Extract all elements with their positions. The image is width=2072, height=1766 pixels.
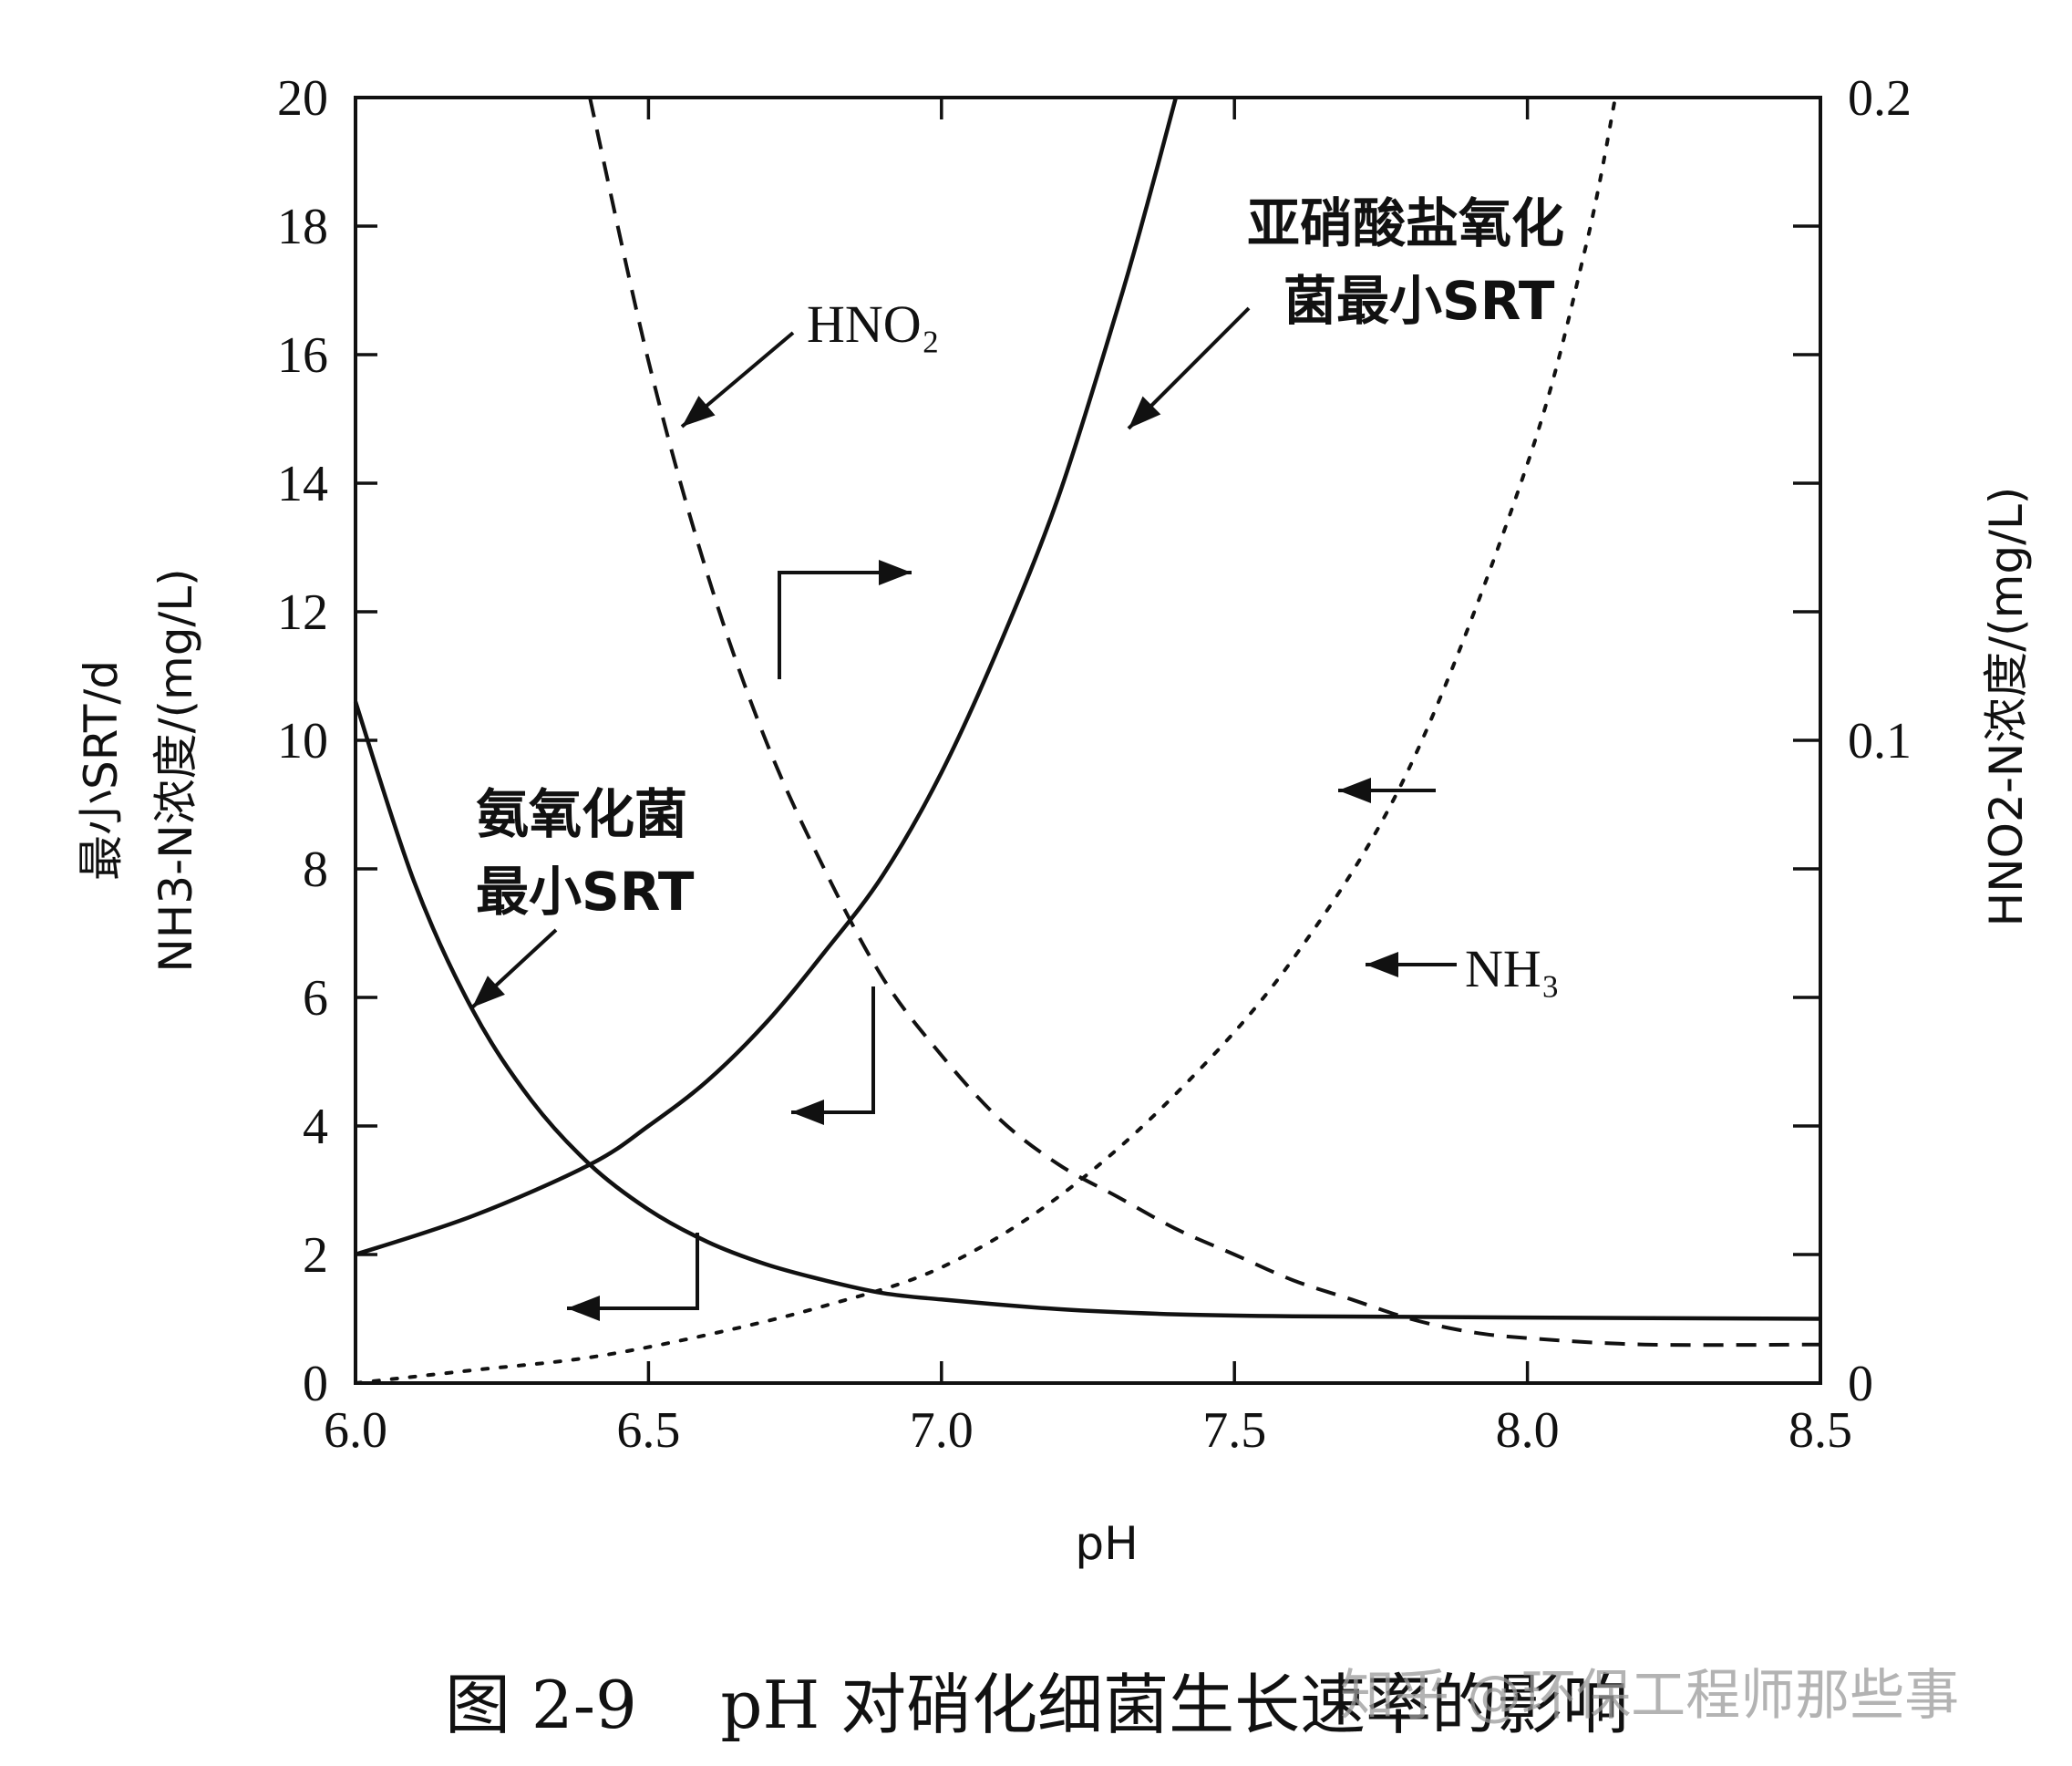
y-left-tick-label: 12: [277, 584, 328, 641]
y-left-axis-title-1: 最小SRT/d: [75, 660, 128, 881]
x-tick-label: 6.5: [616, 1402, 680, 1459]
x-tick-label: 7.5: [1202, 1402, 1266, 1459]
nob-leader-arrow-head: [1129, 396, 1161, 429]
hno2-leader-arrow-head: [682, 396, 716, 427]
annotation-aob-line2: 最小SRT: [476, 861, 695, 923]
plot-frame: [354, 96, 1822, 1385]
y-left-tick-label: 14: [277, 456, 328, 512]
y-left-tick-label: 0: [303, 1356, 328, 1412]
plot-border: [354, 96, 1822, 1385]
annotation-nob-line1: 亚硝酸盐氧化: [1247, 192, 1564, 254]
x-tick-label: 8.5: [1789, 1402, 1852, 1459]
y-left-tick-label: 16: [277, 327, 328, 384]
y-right-tick-label: 0.1: [1848, 713, 1912, 769]
nob-srt-curve: [355, 97, 1179, 1257]
hno2-axis-arrow-head: [879, 560, 912, 585]
figure-caption: 图 2-9 pH 对硝化细菌生长速率的影响: [445, 1667, 1628, 1743]
y-left-tick-label: 6: [303, 970, 328, 1027]
y-left-tick-label: 8: [303, 842, 328, 898]
nob-axis-arrow: [791, 986, 875, 1114]
y-left-tick-label: 10: [277, 713, 328, 769]
annotation-arrows: [470, 306, 1457, 1321]
y-left-tick-label: 20: [277, 70, 328, 127]
y-left-tick-label: 18: [277, 199, 328, 255]
annotation-nh3: NH₃: [1465, 939, 1560, 998]
nh3-curve: [354, 96, 1617, 1385]
x-tick-label: 7.0: [910, 1402, 974, 1459]
hno2-curve: [588, 97, 1821, 1348]
y-right-tick-label: 0: [1848, 1356, 1873, 1412]
watermark: 知乎 @环保工程师那些事: [1340, 1664, 1959, 1728]
annotation-nob-line2: 菌最小SRT: [1283, 270, 1555, 332]
x-tick-label: 6.0: [324, 1402, 387, 1459]
y-left-tick-label: 2: [303, 1227, 328, 1284]
nob-axis-arrow-head: [791, 1100, 824, 1125]
nh3-leader-arrow-head: [1366, 952, 1398, 977]
aob-srt-curve: [353, 701, 1821, 1321]
aob-leader-arrow-head: [472, 976, 505, 1007]
hno2-axis-arrow: [778, 571, 912, 679]
data-series: [353, 96, 1821, 1385]
y-left-tick-label: 4: [303, 1099, 328, 1155]
x-tick-label: 8.0: [1496, 1402, 1560, 1459]
x-axis-title: pH: [1075, 1517, 1138, 1570]
axis-ticks: 6.0 6.5 7.0 7.5 8.0 8.50246810121416182000.10…: [277, 70, 1912, 1459]
aob-axis-arrow: [567, 1233, 699, 1310]
nh3-axis-arrow-head: [1338, 778, 1371, 803]
y-right-axis-title: HNO2-N浓度/(mg/L): [1980, 487, 2033, 927]
y-right-tick-label: 0.2: [1848, 70, 1912, 127]
annotation-aob-line1: 氨氧化菌: [476, 783, 687, 845]
y-left-axis-title-2: NH3-N浓度/(mg/L): [149, 568, 202, 972]
aob-axis-arrow-head: [567, 1296, 600, 1321]
annotation-hno2: HNO₂: [807, 294, 940, 354]
